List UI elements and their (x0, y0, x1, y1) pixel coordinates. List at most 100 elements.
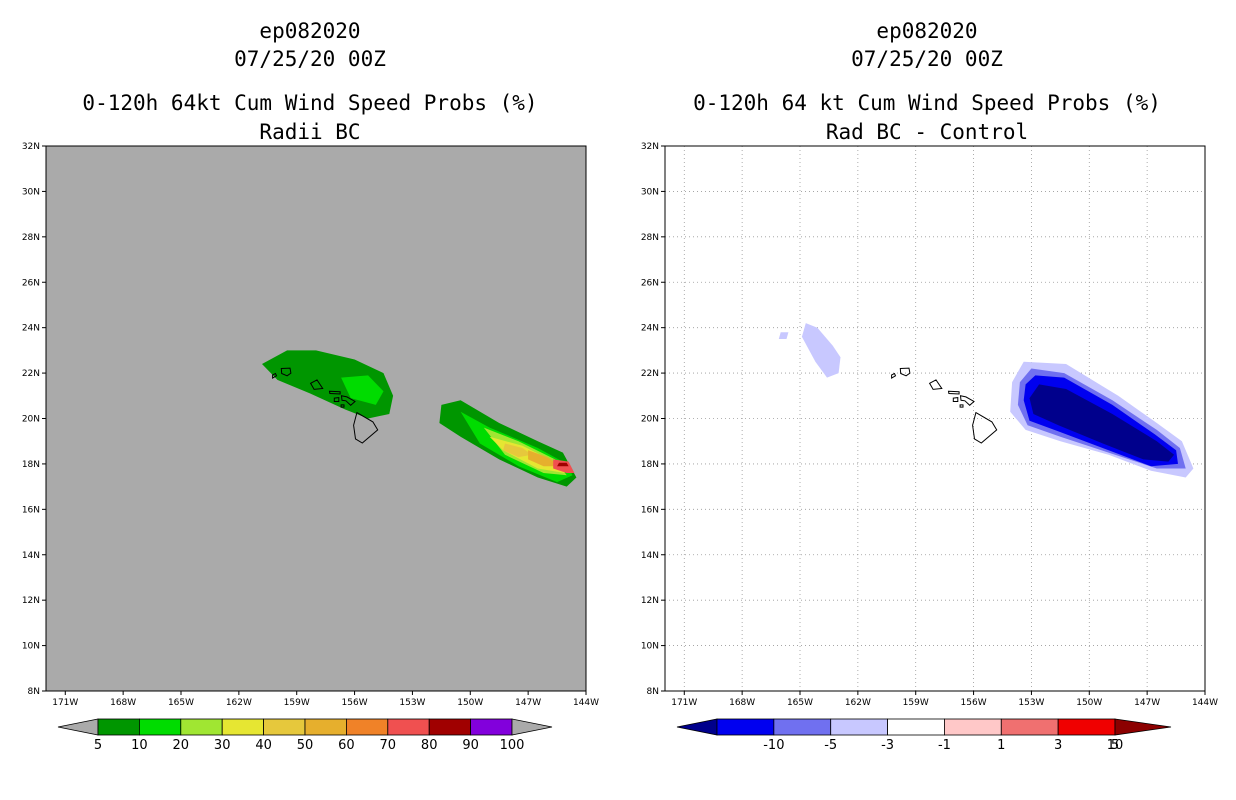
colorbar-label: 70 (380, 738, 397, 753)
contour-east-swath-50 (528, 450, 561, 467)
y-tick-label: 30N (641, 187, 659, 197)
colorbar-label: 60 (338, 738, 355, 753)
colorbar-swatch (1057, 718, 1116, 736)
island-outline (972, 411, 998, 444)
colorbar-end-low (57, 718, 99, 736)
contour-east-swath-80 (557, 462, 569, 467)
colorbar-label: 10 (131, 738, 148, 753)
colorbar-swatch (387, 718, 430, 736)
x-tick-label: 156W (342, 698, 368, 708)
contour-diff-nw-small (778, 332, 789, 339)
y-tick-label: 32N (641, 142, 659, 152)
right-title-date: 07/25/20 00Z (851, 47, 1003, 71)
y-tick-label: 28N (22, 233, 40, 243)
y-tick-label: 32N (22, 142, 40, 152)
colorbar-label: 5 (1111, 738, 1119, 753)
x-tick-label: 165W (168, 698, 194, 708)
island-outline (280, 367, 292, 377)
right-title-experiment: Rad BC - Control (826, 120, 1028, 144)
colorbar-end-high (511, 718, 553, 736)
left-title-product: 0-120h 64kt Cum Wind Speed Probs (%) (82, 91, 537, 115)
island-outline (947, 390, 960, 395)
colorbar-swatch (830, 718, 888, 736)
x-tick-label: 153W (1018, 698, 1044, 708)
x-tick-label: 153W (399, 698, 425, 708)
x-tick-label: 156W (961, 698, 987, 708)
colorbar-label: 20 (173, 738, 190, 753)
colorbar-label: -1 (938, 738, 951, 753)
y-tick-label: 22N (641, 369, 659, 379)
colorbar-swatch (263, 718, 306, 736)
island-outline (959, 395, 975, 406)
y-tick-label: 16N (641, 505, 659, 515)
right-plot-area: 171W 168W 165W 162W 159W 156W 153W 150W 147W 144W… (641, 142, 1218, 708)
y-tick-label: 18N (641, 460, 659, 470)
plot-background (46, 146, 586, 691)
y-tick-label: 8N (28, 687, 40, 697)
colorbar-swatch (773, 718, 832, 736)
colorbar-swatch (470, 718, 513, 736)
colorbar-label: 100 (500, 738, 525, 753)
y-tick-label: 30N (22, 187, 40, 197)
x-tick-label: 171W (671, 698, 697, 708)
colorbar-swatch (97, 718, 140, 736)
colorbar-swatch (716, 718, 775, 736)
contour-east-swath-40 (503, 443, 532, 458)
x-tick-label: 144W (573, 698, 599, 708)
left-panel: ep082020 07/25/20 00Z 0-120h 64kt Cum Wi… (22, 19, 599, 753)
x-tick-label: 171W (52, 698, 78, 708)
colorbar-end-low (676, 718, 718, 736)
x-tick-label: 159W (903, 698, 929, 708)
colorbar-swatch (345, 718, 389, 736)
colorbar-swatch (138, 718, 182, 736)
contour-diff-nw (801, 323, 841, 378)
right-title-product: 0-120h 64 kt Cum Wind Speed Probs (%) (693, 91, 1161, 115)
y-tick-label: 26N (641, 278, 659, 288)
y-tick-label: 24N (641, 324, 659, 334)
left-title-date: 07/25/20 00Z (234, 47, 386, 71)
contour-diff-core (1029, 384, 1175, 462)
x-tick-label: 168W (729, 698, 755, 708)
y-tick-label: 10N (22, 642, 40, 652)
right-colorbar: -10 -5 -3 -1 1 3 510 (676, 718, 1172, 753)
colorbar-end-high (1114, 718, 1172, 736)
island-outline (899, 367, 911, 377)
colorbar-label: 10 (1107, 738, 1124, 753)
y-tick-label: 10N (641, 642, 659, 652)
colorbar-swatch (221, 718, 264, 736)
colorbar-label: -5 (824, 738, 837, 753)
colorbar-swatch (887, 718, 945, 736)
colorbar-label: 40 (255, 738, 272, 753)
contour-hawaii-swath-inner (341, 375, 384, 405)
left-plot-area: 171W 168W 165W 162W 159W 156W 153W 150W 147W 144W… (22, 142, 599, 708)
colorbar-label: -10 (763, 738, 784, 753)
colorbar-swatch (180, 718, 223, 736)
y-tick-label: 14N (641, 551, 659, 561)
contour-hawaii-swath (262, 350, 394, 419)
y-tick-label: 16N (22, 505, 40, 515)
y-tick-label: 14N (22, 551, 40, 561)
island-outline (952, 397, 959, 402)
island-outline (353, 411, 379, 444)
colorbar-label: 1 (997, 738, 1005, 753)
left-title-experiment: Radii BC (259, 120, 360, 144)
colorbar-swatch (944, 718, 1002, 736)
right-title-storm: ep082020 (876, 19, 977, 43)
island-outline (959, 404, 964, 408)
colorbar-label: -3 (881, 738, 894, 753)
island-outline (333, 397, 340, 402)
y-tick-label: 20N (641, 415, 659, 425)
colorbar-label: 90 (462, 738, 479, 753)
island-outline (328, 390, 341, 395)
x-tick-label: 162W (226, 698, 252, 708)
colorbar-label: 3 (1054, 738, 1062, 753)
y-tick-label: 20N (22, 415, 40, 425)
y-tick-label: 12N (22, 596, 40, 606)
x-tick-label: 168W (110, 698, 136, 708)
colorbar-label: 5 (94, 738, 102, 753)
island-outline (891, 372, 897, 379)
colorbar-label: 50 (297, 738, 314, 753)
x-tick-label: 162W (845, 698, 871, 708)
island-outline (340, 404, 345, 408)
colorbar-swatch (1000, 718, 1059, 736)
